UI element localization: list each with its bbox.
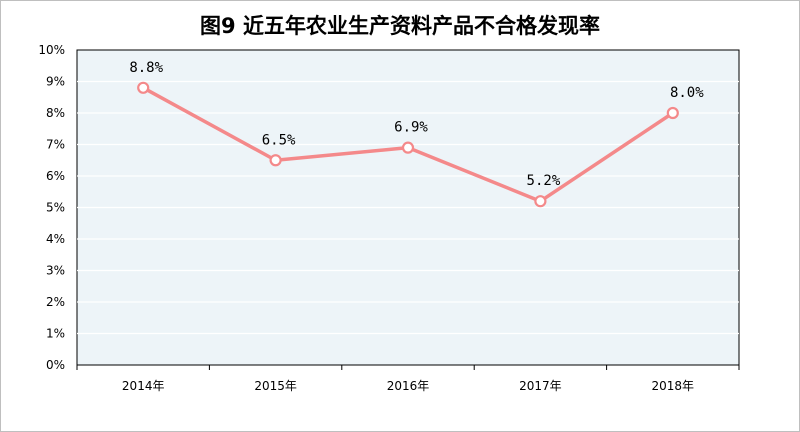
x-tick-label: 2014年 — [122, 379, 165, 393]
x-tick-label: 2018年 — [652, 379, 695, 393]
data-labels: 8.8% 6.5% 6.9% 5.2% 8.0% — [129, 60, 704, 189]
data-label: 8.8% — [129, 60, 163, 76]
data-point — [534, 195, 547, 208]
x-tick-label: 2016年 — [387, 379, 430, 393]
data-point — [137, 81, 150, 94]
data-label: 5.2% — [527, 173, 561, 189]
y-tick-label: 2% — [46, 295, 65, 309]
y-tick-label: 4% — [46, 232, 65, 246]
y-axis-ticks: 0% 1% 2% 3% 4% 5% 6% 7% 8% 9% 10% — [38, 43, 65, 372]
data-point — [269, 154, 282, 167]
y-tick-label: 6% — [46, 169, 65, 183]
x-tick-label: 2015年 — [254, 379, 297, 393]
y-tick-label: 1% — [46, 327, 65, 341]
x-axis-ticks: 2014年 2015年 2016年 2017年 2018年 — [76, 365, 740, 393]
y-tick-label: 5% — [46, 201, 65, 215]
data-point — [666, 106, 679, 120]
data-label: 8.0% — [670, 85, 704, 101]
y-tick-label: 8% — [46, 106, 65, 120]
chart-title: 图9 近五年农业生产资料产品不合格发现率 — [200, 14, 600, 38]
x-tick-label: 2017年 — [519, 379, 562, 393]
y-tick-label: 10% — [38, 43, 65, 57]
y-tick-label: 7% — [46, 138, 65, 152]
y-tick-label: 3% — [46, 264, 65, 278]
series-layer — [137, 81, 679, 208]
y-tick-label: 0% — [46, 358, 65, 372]
data-point — [401, 141, 415, 154]
data-label: 6.9% — [394, 120, 428, 136]
data-label: 6.5% — [262, 132, 296, 148]
y-tick-label: 9% — [46, 75, 65, 89]
